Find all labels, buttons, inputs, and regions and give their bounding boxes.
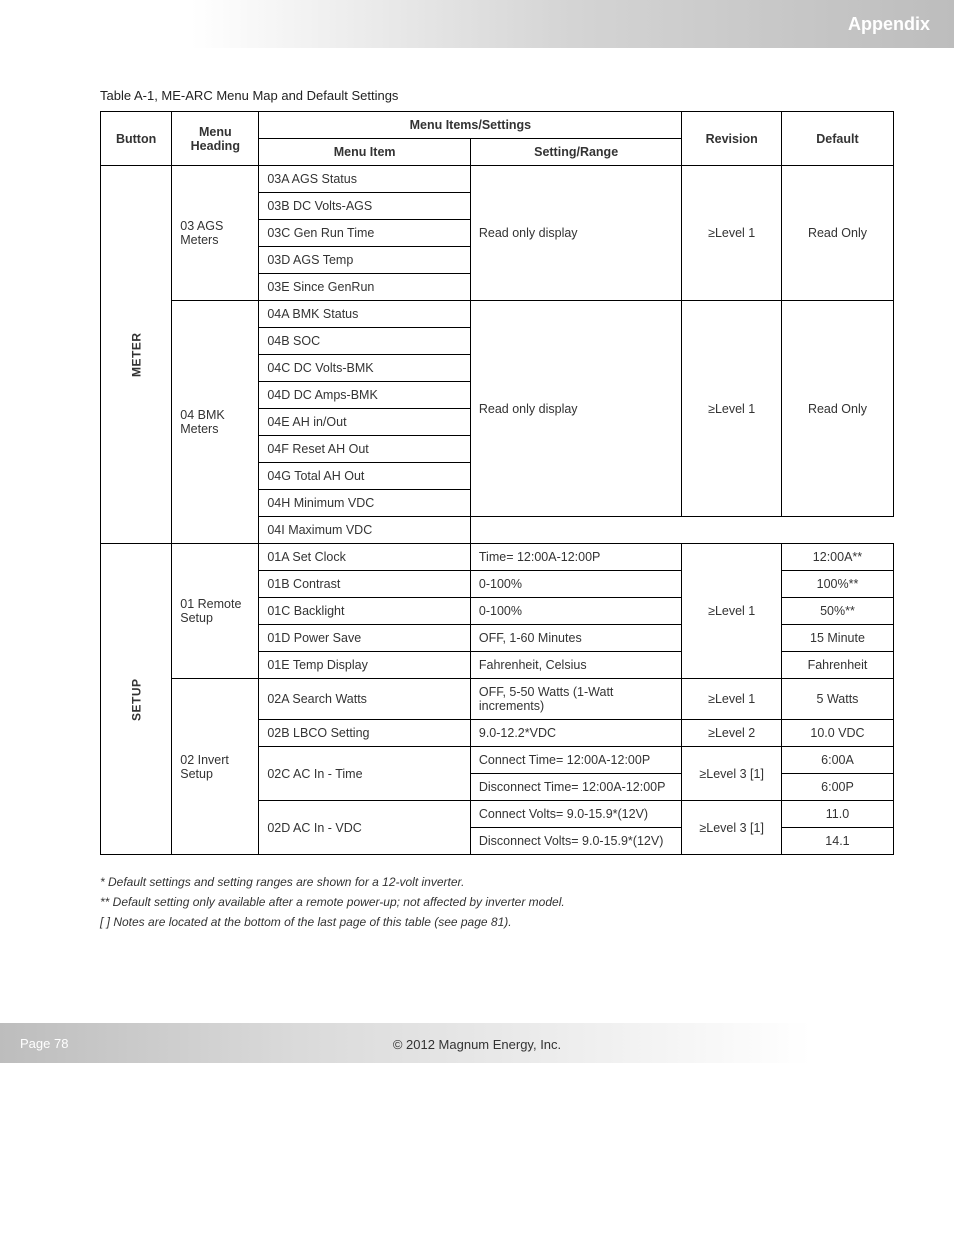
item-03b: 03B DC Volts-AGS bbox=[259, 193, 471, 220]
range-02c-1: Connect Time= 12:00A-12:00P bbox=[470, 747, 682, 774]
table-row: SETUP 01 Remote Setup 01A Set Clock Time… bbox=[101, 544, 894, 571]
top-banner: Appendix bbox=[0, 0, 954, 48]
item-04g: 04G Total AH Out bbox=[259, 463, 471, 490]
rev-02b: ≥Level 2 bbox=[682, 720, 782, 747]
def-04: Read Only bbox=[781, 301, 893, 517]
th-button: Button bbox=[101, 112, 172, 166]
footnote-2: ** Default setting only available after … bbox=[100, 893, 894, 911]
item-03a: 03A AGS Status bbox=[259, 166, 471, 193]
footnotes: * Default settings and setting ranges ar… bbox=[100, 873, 894, 931]
rev-02a: ≥Level 1 bbox=[682, 679, 782, 720]
def-03: Read Only bbox=[781, 166, 893, 301]
page-content: Table A-1, ME-ARC Menu Map and Default S… bbox=[0, 48, 954, 963]
item-04c: 04C DC Volts-BMK bbox=[259, 355, 471, 382]
range-03: Read only display bbox=[470, 166, 682, 301]
def-01d: 15 Minute bbox=[781, 625, 893, 652]
top-banner-text: Appendix bbox=[848, 14, 930, 35]
item-02d: 02D AC In - VDC bbox=[259, 801, 471, 855]
item-04h: 04H Minimum VDC bbox=[259, 490, 471, 517]
item-03e: 03E Since GenRun bbox=[259, 274, 471, 301]
def-02c-2: 6:00P bbox=[781, 774, 893, 801]
def-02b: 10.0 VDC bbox=[781, 720, 893, 747]
th-menu-item: Menu Item bbox=[259, 139, 471, 166]
item-04e: 04E AH in/Out bbox=[259, 409, 471, 436]
range-02d-1: Connect Volts= 9.0-15.9*(12V) bbox=[470, 801, 682, 828]
rev-01: ≥Level 1 bbox=[682, 544, 782, 679]
table-title: Table A-1, ME-ARC Menu Map and Default S… bbox=[100, 88, 894, 103]
item-01a: 01A Set Clock bbox=[259, 544, 471, 571]
rev-02d: ≥Level 3 [1] bbox=[682, 801, 782, 855]
rev-02c: ≥Level 3 [1] bbox=[682, 747, 782, 801]
table-row: METER 03 AGS Meters 03A AGS Status Read … bbox=[101, 166, 894, 193]
def-02d-2: 14.1 bbox=[781, 828, 893, 855]
footnote-3: [ ] Notes are located at the bottom of t… bbox=[100, 913, 894, 931]
table-row: 02 Invert Setup 02A Search Watts OFF, 5-… bbox=[101, 679, 894, 720]
header-row-1: Button Menu Heading Menu Items/Settings … bbox=[101, 112, 894, 139]
item-04b: 04B SOC bbox=[259, 328, 471, 355]
item-01d: 01D Power Save bbox=[259, 625, 471, 652]
range-01d: OFF, 1-60 Minutes bbox=[470, 625, 682, 652]
item-01b: 01B Contrast bbox=[259, 571, 471, 598]
th-menu: Menu Heading bbox=[172, 112, 259, 166]
range-01c: 0-100% bbox=[470, 598, 682, 625]
range-02b: 9.0-12.2*VDC bbox=[470, 720, 682, 747]
menu-01: 01 Remote Setup bbox=[172, 544, 259, 679]
item-04a: 04A BMK Status bbox=[259, 301, 471, 328]
rev-04: ≥Level 1 bbox=[682, 301, 782, 517]
range-04: Read only display bbox=[470, 301, 682, 517]
def-02c-1: 6:00A bbox=[781, 747, 893, 774]
item-02a: 02A Search Watts bbox=[259, 679, 471, 720]
menu-03: 03 AGS Meters bbox=[172, 166, 259, 301]
range-01e: Fahrenheit, Celsius bbox=[470, 652, 682, 679]
item-03c: 03C Gen Run Time bbox=[259, 220, 471, 247]
menu-map-table: Button Menu Heading Menu Items/Settings … bbox=[100, 111, 894, 855]
item-03d: 03D AGS Temp bbox=[259, 247, 471, 274]
def-01e: Fahrenheit bbox=[781, 652, 893, 679]
item-04f: 04F Reset AH Out bbox=[259, 436, 471, 463]
def-01c: 50%** bbox=[781, 598, 893, 625]
range-01b: 0-100% bbox=[470, 571, 682, 598]
range-02d-2: Disconnect Volts= 9.0-15.9*(12V) bbox=[470, 828, 682, 855]
item-02c: 02C AC In - Time bbox=[259, 747, 471, 801]
def-01a: 12:00A** bbox=[781, 544, 893, 571]
item-02b: 02B LBCO Setting bbox=[259, 720, 471, 747]
item-04i: 04I Maximum VDC bbox=[259, 517, 471, 544]
th-default: Default bbox=[781, 112, 893, 166]
th-revision: Revision bbox=[682, 112, 782, 166]
rev-03: ≥Level 1 bbox=[682, 166, 782, 301]
item-01c: 01C Backlight bbox=[259, 598, 471, 625]
setup-label: SETUP bbox=[101, 544, 172, 855]
def-02d-1: 11.0 bbox=[781, 801, 893, 828]
menu-02: 02 Invert Setup bbox=[172, 679, 259, 855]
th-items-settings: Menu Items/Settings bbox=[259, 112, 682, 139]
item-01e: 01E Temp Display bbox=[259, 652, 471, 679]
range-01a: Time= 12:00A-12:00P bbox=[470, 544, 682, 571]
menu-04: 04 BMK Meters bbox=[172, 301, 259, 544]
item-04d: 04D DC Amps-BMK bbox=[259, 382, 471, 409]
copyright-text: © 2012 Magnum Energy, Inc. bbox=[0, 1037, 954, 1052]
meter-label: METER bbox=[101, 166, 172, 544]
th-setting-range: Setting/Range bbox=[470, 139, 682, 166]
footnote-1: * Default settings and setting ranges ar… bbox=[100, 873, 894, 891]
def-01b: 100%** bbox=[781, 571, 893, 598]
range-02a: OFF, 5-50 Watts (1-Watt increments) bbox=[470, 679, 682, 720]
range-02c-2: Disconnect Time= 12:00A-12:00P bbox=[470, 774, 682, 801]
table-row: 04 BMK Meters 04A BMK Status Read only d… bbox=[101, 301, 894, 328]
def-02a: 5 Watts bbox=[781, 679, 893, 720]
